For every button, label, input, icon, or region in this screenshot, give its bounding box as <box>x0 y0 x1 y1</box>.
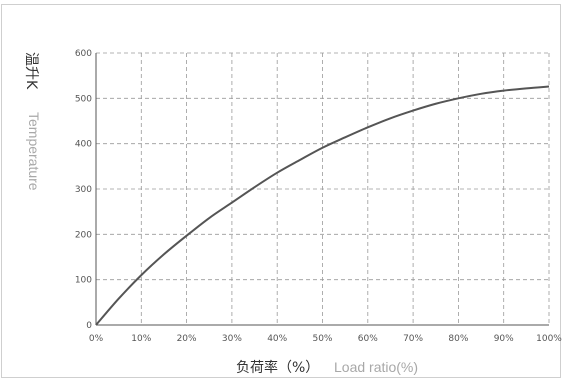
x-tick-labels: 0% 10% 20% 30% 40% 50% 60% 70% 80% 90% 100% <box>89 334 562 344</box>
y-tick-label: 500 <box>75 94 92 104</box>
y-tick-label: 100 <box>75 276 92 286</box>
x-tick-label: 10% <box>131 334 151 344</box>
x-tick-label: 20% <box>177 334 197 344</box>
x-tick-label: 40% <box>267 334 287 344</box>
y-tick-labels: 0 100 200 300 400 500 600 <box>75 49 92 331</box>
y-tick-label: 200 <box>75 230 92 240</box>
x-axis-label-cn: 负荷率（%） <box>236 359 319 376</box>
x-tick-label: 0% <box>89 334 104 344</box>
series-line <box>95 85 550 326</box>
x-tick-label: 30% <box>222 334 242 344</box>
x-tick-label: 80% <box>448 334 468 344</box>
grid <box>96 52 550 325</box>
y-tick-label: 600 <box>75 49 92 59</box>
chart-frame <box>1 4 561 378</box>
x-tick-label: 50% <box>312 334 332 344</box>
x-tick-label: 100% <box>536 334 562 344</box>
x-tick-label: 90% <box>494 334 514 344</box>
y-tick-label: 400 <box>75 140 92 150</box>
y-axis-label-cn: 温升K <box>23 52 39 90</box>
y-axis-label-en: Temperature <box>26 112 42 191</box>
x-tick-label: 60% <box>358 334 378 344</box>
x-tick-label: 70% <box>403 334 423 344</box>
y-tick-label: 300 <box>75 185 92 195</box>
axes <box>95 53 549 326</box>
y-tick-label: 0 <box>86 321 92 331</box>
x-axis-label-en: Load ratio(%) <box>334 359 418 375</box>
